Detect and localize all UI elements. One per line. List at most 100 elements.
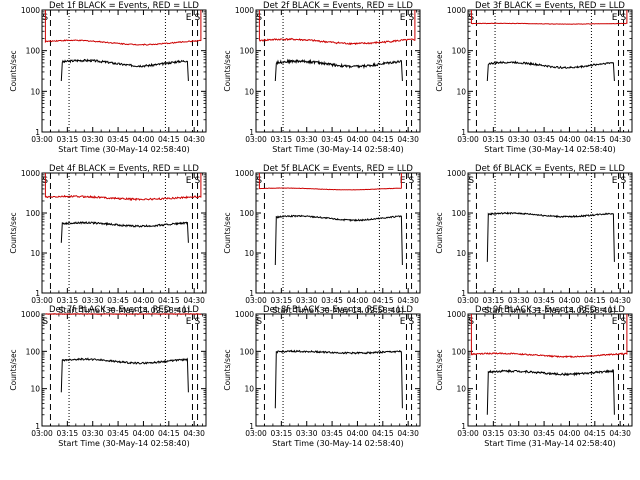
plot-frame [467,172,633,294]
y-tick-label: 10 [244,87,254,96]
y-tick-label: 1000 [21,310,40,319]
series-line-events [274,58,403,82]
y-tick-label: 1000 [235,169,254,178]
y-tick-label: 10 [30,385,40,394]
series-line-events [486,211,615,262]
y-tick-label: 100 [240,209,255,218]
end-marker: E [612,317,618,327]
y-axis-label: Counts/sec [223,349,232,390]
y-tick-label: 1 [35,128,40,137]
x-axis-label: Start Time (30-May-14 02:58:40) [272,306,403,315]
x-tick-label: 04:00 [559,135,581,144]
y-tick-label: 1000 [235,6,254,15]
x-tick-label: 03:30 [82,135,104,144]
y-axis-label: Counts/sec [435,349,444,390]
end-marker: E [400,13,406,23]
y-axis-label: Counts/sec [223,50,232,91]
y-tick-label: 10 [456,87,466,96]
start-marker: S [621,317,627,327]
x-tick-label: 04:30 [397,135,419,144]
end-marker: E [186,317,192,327]
x-tick-label: 04:15 [584,296,606,305]
plot-frame [255,313,421,427]
y-tick-label: 100 [26,209,41,218]
y-tick-label: 1 [461,289,466,298]
x-tick-label: 04:00 [347,429,369,438]
chart-panel-1: Det 1f BLACK = Events, RED = LLD 1 10 100 10… [9,1,207,154]
x-tick-label: 04:30 [183,296,205,305]
x-tick-label: 03:30 [508,296,530,305]
chart-title: Det 7f BLACK = Events, RED = LLD [49,305,199,315]
x-tick-label: 03:00 [457,135,479,144]
y-tick-label: 1000 [235,310,254,319]
series-line-events [486,368,615,415]
x-tick-label: 03:45 [107,135,129,144]
y-tick-label: 10 [456,249,466,258]
y-tick-label: 1 [249,422,254,431]
y-tick-label: 1000 [21,6,40,15]
x-tick-label: 04:00 [133,429,155,438]
x-tick-label: 03:30 [296,296,318,305]
series-line-events [274,214,403,266]
y-tick-label: 1 [35,422,40,431]
x-tick-label: 04:30 [397,429,419,438]
series-line-events [274,349,403,409]
x-tick-label: 04:30 [609,296,631,305]
chart-panel-3: Det 3f BLACK = Events, RED = LLD 1 10 100 10… [435,1,633,154]
y-tick-label: 1000 [447,6,466,15]
series-line-events [60,58,189,82]
y-tick-label: 100 [452,47,467,56]
y-axis-label: Counts/sec [435,212,444,253]
start-marker: S [195,176,201,186]
y-tick-label: 1 [461,128,466,137]
x-axis-label: Start Time (30-May-14 02:58:40) [58,145,189,154]
y-tick-label: 1 [35,289,40,298]
x-tick-label: 04:30 [183,135,205,144]
chart-panel-5: Det 5f BLACK = Events, RED = LLD 1 10 100 10… [223,164,421,315]
x-tick-label: 03:15 [271,135,293,144]
y-tick-label: 1000 [21,169,40,178]
x-tick-label: 03:15 [57,135,79,144]
x-tick-label: 03:00 [245,135,267,144]
x-tick-label: 03:45 [321,296,343,305]
x-tick-label: 03:45 [533,135,555,144]
x-tick-label: 03:30 [82,296,104,305]
x-axis-label: Start Time (30-May-14 02:58:40) [58,439,189,448]
y-tick-label: 10 [30,249,40,258]
series-line-lld [44,173,202,202]
chart-panel-7: Det 7f BLACK = Events, RED = LLD 1 10 100 10… [9,305,207,448]
plot-frame [41,9,207,133]
x-tick-label: 03:00 [245,296,267,305]
start-marker: S [621,176,627,186]
end-marker: E [186,176,192,186]
x-tick-label: 04:30 [183,429,205,438]
x-tick-label: 03:15 [483,429,505,438]
plot-frame [255,172,421,294]
chart-title: Det 9f BLACK = Events, RED = LLD [475,305,625,315]
end-marker: E [612,176,618,186]
x-tick-label: 04:00 [347,296,369,305]
y-axis-label: Counts/sec [9,50,18,91]
y-tick-label: 1 [461,422,466,431]
y-axis-label: Counts/sec [9,349,18,390]
start-marker: S [468,176,474,186]
x-tick-label: 03:45 [533,429,555,438]
series-line-lld [258,173,402,191]
x-tick-label: 03:45 [107,429,129,438]
y-tick-label: 10 [244,385,254,394]
y-tick-label: 1 [249,128,254,137]
x-tick-label: 03:45 [321,135,343,144]
start-marker: S [621,13,627,23]
x-tick-label: 03:30 [82,429,104,438]
y-tick-label: 10 [30,87,40,96]
x-tick-label: 03:00 [31,296,53,305]
chart-title: Det 2f BLACK = Events, RED = LLD [263,1,413,11]
x-tick-label: 03:15 [271,429,293,438]
y-tick-label: 1000 [447,310,466,319]
x-tick-label: 04:15 [372,296,394,305]
x-tick-label: 04:15 [372,135,394,144]
x-tick-label: 04:15 [158,296,180,305]
x-axis-label: Start Time (30-May-14 02:58:40) [272,439,403,448]
series-line-events [486,60,615,82]
